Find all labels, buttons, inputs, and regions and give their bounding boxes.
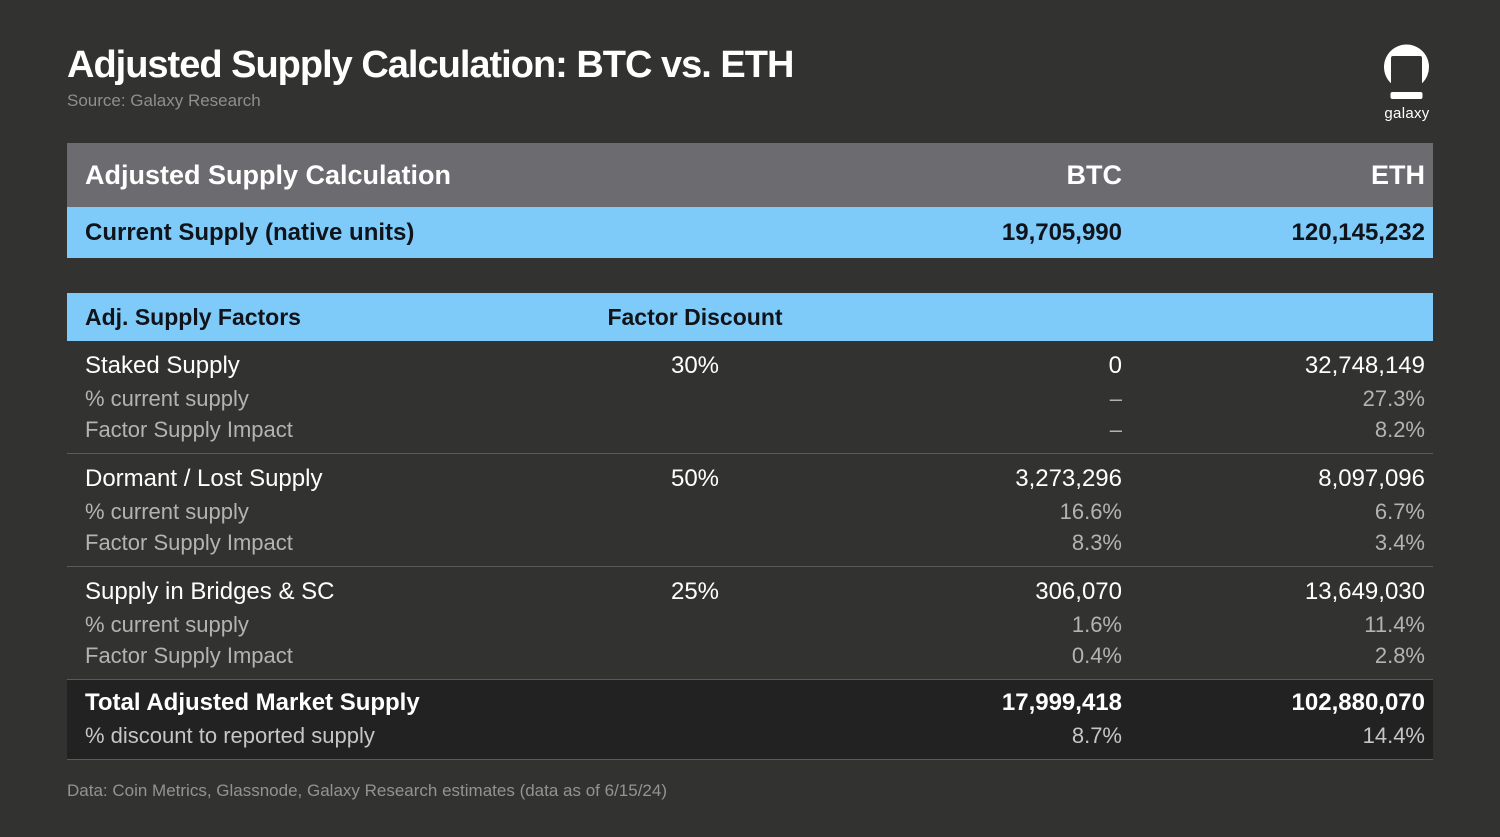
total-btc-value: 17,999,418 <box>1001 689 1122 716</box>
total-discount-eth: 14.4% <box>1362 723 1425 748</box>
brand-block: galaxy <box>1381 44 1433 122</box>
adjustment-factors-table: Adj. Supply Factors Factor Discount Stak… <box>67 293 1433 760</box>
factor-sub-row: Factor Supply Impact 8.3% 3.4% <box>67 527 1433 558</box>
total-label: Total Adjusted Market Supply <box>85 689 420 716</box>
sub-row-eth-value: 2.8% <box>1374 643 1425 668</box>
sub-row-label: Factor Supply Impact <box>85 530 293 555</box>
factor-sub-row: % current supply – 27.3% <box>67 383 1433 414</box>
factor-btc-value: 306,070 <box>1035 578 1122 605</box>
factor-sub-row: % current supply 16.6% 6.7% <box>67 496 1433 527</box>
factor-main-row: Dormant / Lost Supply 50% 3,273,296 8,09… <box>67 462 1433 496</box>
factor-group-staked-supply: Staked Supply 30% 0 32,748,149 % current… <box>67 341 1433 453</box>
total-eth-value: 102,880,070 <box>1291 689 1425 716</box>
factor-btc-value: 0 <box>1108 352 1122 379</box>
sub-row-eth-value: 3.4% <box>1374 530 1425 555</box>
sub-row-label: % current supply <box>85 386 249 411</box>
factor-name: Staked Supply <box>85 352 240 379</box>
total-main-row: Total Adjusted Market Supply 17,999,418 … <box>67 686 1433 720</box>
total-adjusted-supply-block: Total Adjusted Market Supply 17,999,418 … <box>67 679 1433 760</box>
sub-row-eth-value: 11.4% <box>1364 612 1425 637</box>
current-supply-eth: 120,145,232 <box>1291 218 1425 246</box>
factor-eth-value: 8,097,096 <box>1318 465 1425 492</box>
factor-discount: 30% <box>670 352 720 379</box>
factor-discount: 25% <box>670 578 720 605</box>
factor-sub-row: Factor Supply Impact – 8.2% <box>67 414 1433 445</box>
factor-group-dormant-lost-supply: Dormant / Lost Supply 50% 3,273,296 8,09… <box>67 453 1433 566</box>
sub-row-btc-value: 1.6% <box>1071 612 1122 637</box>
total-discount-btc: 8.7% <box>1071 723 1122 748</box>
sub-row-btc-value: 16.6% <box>1059 499 1122 524</box>
factor-eth-value: 32,748,149 <box>1304 352 1425 379</box>
sub-row-label: Factor Supply Impact <box>85 643 293 668</box>
factor-btc-value: 3,273,296 <box>1015 465 1122 492</box>
column-header-factor-discount: Factor Discount <box>607 303 783 330</box>
sub-row-eth-value: 27.3% <box>1362 386 1425 411</box>
factor-sub-row: Factor Supply Impact 0.4% 2.8% <box>67 640 1433 671</box>
data-sources-footnote: Data: Coin Metrics, Glassnode, Galaxy Re… <box>67 781 667 800</box>
factor-main-row: Staked Supply 30% 0 32,748,149 <box>67 349 1433 383</box>
factor-name: Supply in Bridges & SC <box>85 578 335 605</box>
page-title: Adjusted Supply Calculation: BTC vs. ETH <box>67 44 794 86</box>
sub-row-eth-value: 6.7% <box>1374 499 1425 524</box>
factor-group-bridges-sc-supply: Supply in Bridges & SC 25% 306,070 13,64… <box>67 566 1433 679</box>
summary-header-title: Adjusted Supply Calculation <box>85 159 452 190</box>
sub-row-eth-value: 8.2% <box>1374 417 1425 442</box>
sub-row-label: % current supply <box>85 612 249 637</box>
factor-eth-value: 13,649,030 <box>1304 578 1425 605</box>
factors-header-row: Adj. Supply Factors Factor Discount <box>67 293 1433 341</box>
current-supply-row: Current Supply (native units) 19,705,990… <box>67 207 1433 258</box>
galaxy-logo-icon <box>1384 44 1429 99</box>
sub-row-btc-value: 0.4% <box>1071 643 1122 668</box>
factor-discount: 50% <box>670 465 720 492</box>
brand-wordmark: galaxy <box>1384 105 1430 122</box>
supply-summary-table: Adjusted Supply Calculation BTC ETH Curr… <box>67 143 1433 258</box>
summary-header-row: Adjusted Supply Calculation BTC ETH <box>67 143 1433 207</box>
sub-row-btc-value: 8.3% <box>1071 530 1122 555</box>
total-discount-row: % discount to reported supply 8.7% 14.4% <box>67 720 1433 751</box>
sub-row-btc-value: – <box>1109 417 1122 442</box>
factor-name: Dormant / Lost Supply <box>85 465 323 492</box>
title-block: Adjusted Supply Calculation: BTC vs. ETH… <box>67 44 794 112</box>
page-header: Adjusted Supply Calculation: BTC vs. ETH… <box>67 44 1433 122</box>
current-supply-btc: 19,705,990 <box>1001 218 1122 246</box>
column-header-btc: BTC <box>1066 159 1123 190</box>
page-content: Adjusted Supply Calculation: BTC vs. ETH… <box>67 44 1433 802</box>
source-caption: Source: Galaxy Research <box>67 91 261 110</box>
sub-row-label: % current supply <box>85 499 249 524</box>
column-header-eth: ETH <box>1371 159 1425 190</box>
sub-row-btc-value: – <box>1109 386 1122 411</box>
factor-main-row: Supply in Bridges & SC 25% 306,070 13,64… <box>67 575 1433 609</box>
factors-header-title: Adj. Supply Factors <box>85 303 301 330</box>
sub-row-label: Factor Supply Impact <box>85 417 293 442</box>
current-supply-label: Current Supply (native units) <box>85 218 415 246</box>
total-discount-label: % discount to reported supply <box>85 723 375 748</box>
factor-sub-row: % current supply 1.6% 11.4% <box>67 609 1433 640</box>
